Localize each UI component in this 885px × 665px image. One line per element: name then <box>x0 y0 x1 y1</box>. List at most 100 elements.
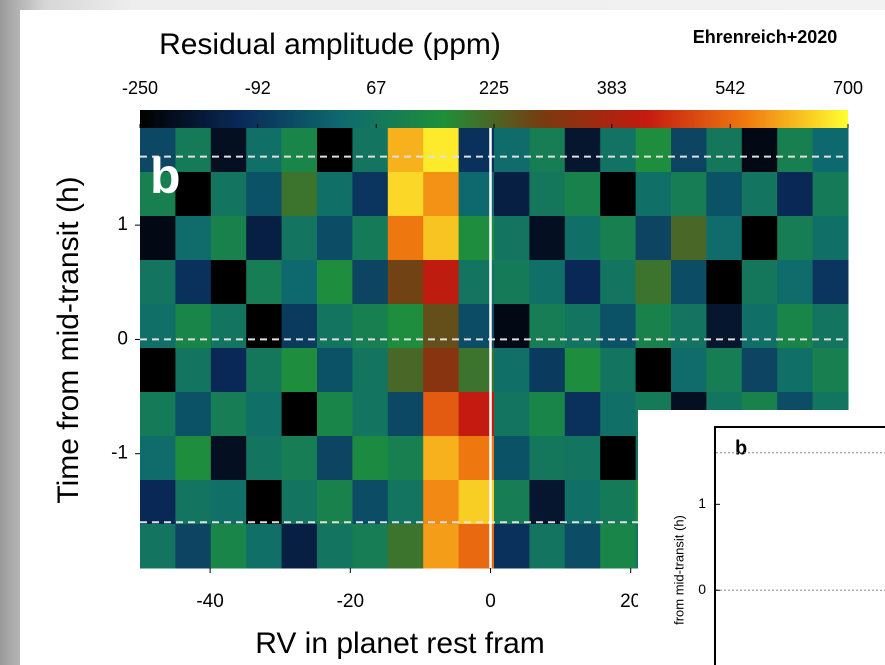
heatmap-cell <box>529 348 566 393</box>
heatmap-cell <box>635 128 672 173</box>
heatmap-cell <box>210 348 247 393</box>
x-tick-label: 0 <box>485 591 496 612</box>
heatmap-cell <box>140 128 176 173</box>
heatmap-cell <box>564 436 601 481</box>
heatmap-cell <box>564 348 601 393</box>
heatmap-cell <box>387 392 424 437</box>
heatmap-cell <box>600 480 637 525</box>
heatmap-cell <box>706 304 743 349</box>
heatmap-cell <box>387 480 424 525</box>
heatmap-cell <box>246 348 283 393</box>
heatmap-cell <box>175 304 212 349</box>
heatmap-cell <box>140 260 176 305</box>
heatmap-cell <box>494 172 530 217</box>
heatmap-cell <box>210 172 247 217</box>
heatmap-cell <box>458 260 495 305</box>
heatmap-cell <box>706 348 743 393</box>
inset-frame <box>714 426 885 665</box>
heatmap-cell <box>600 436 637 481</box>
x-tick-label: -20 <box>337 591 364 612</box>
heatmap-cell <box>600 260 637 305</box>
heatmap-cell <box>812 172 849 217</box>
heatmap-cell <box>777 304 814 349</box>
heatmap-cell <box>175 172 212 217</box>
heatmap-cell <box>812 128 849 173</box>
heatmap-cell <box>210 480 247 525</box>
heatmap-cell <box>564 216 601 261</box>
inset-panel-label: b <box>735 437 747 459</box>
heatmap-cell <box>387 216 424 261</box>
heatmap-cell <box>423 260 460 305</box>
heatmap-cell <box>352 128 389 173</box>
heatmap-cell <box>529 260 566 305</box>
heatmap-cell <box>281 524 318 569</box>
colorbar-tick-label: -92 <box>245 78 271 98</box>
heatmap-cell <box>387 128 424 173</box>
heatmap-cell <box>387 436 424 481</box>
heatmap-cell <box>246 524 283 569</box>
heatmap-cell <box>458 436 495 481</box>
heatmap-cell <box>494 480 530 525</box>
heatmap-cell <box>564 524 601 569</box>
heatmap-cell <box>635 304 672 349</box>
colorbar-title: Residual amplitude (ppm) <box>159 28 501 61</box>
heatmap-cell <box>317 480 353 525</box>
heatmap-cell <box>600 172 637 217</box>
heatmap-cell <box>671 172 707 217</box>
heatmap-cell <box>706 216 743 261</box>
heatmap-cell <box>352 304 389 349</box>
heatmap-cell <box>812 304 849 349</box>
heatmap-cell <box>635 172 672 217</box>
heatmap-cell <box>423 216 460 261</box>
heatmap-cell <box>281 392 318 437</box>
heatmap-cell <box>671 260 707 305</box>
heatmap-cell <box>529 216 566 261</box>
x-tick-label: 20 <box>620 591 641 612</box>
inset-y-tick-label: 0 <box>698 581 706 597</box>
heatmap-cell <box>210 260 247 305</box>
heatmap-cell <box>706 128 743 173</box>
heatmap-cell <box>387 260 424 305</box>
heatmap-cell <box>352 480 389 525</box>
heatmap-cell <box>210 304 247 349</box>
heatmap-cell <box>741 216 778 261</box>
heatmap-cell <box>600 392 637 437</box>
heatmap-cell <box>671 304 707 349</box>
heatmap-cell <box>423 348 460 393</box>
heatmap-cell <box>423 524 460 569</box>
heatmap-cell <box>564 480 601 525</box>
heatmap-cell <box>458 304 495 349</box>
y-tick-label: 1 <box>117 214 128 235</box>
heatmap-cell <box>600 216 637 261</box>
heatmap-cell <box>494 348 530 393</box>
heatmap-cell <box>175 348 212 393</box>
heatmap-cell <box>175 392 212 437</box>
heatmap-cell <box>564 260 601 305</box>
heatmap-cell <box>494 436 530 481</box>
heatmap-cell <box>281 260 318 305</box>
heatmap-cell <box>387 304 424 349</box>
colorbar-tick-label: 542 <box>715 78 745 98</box>
heatmap-cell <box>317 172 353 217</box>
colorbar-tick-label: 700 <box>833 78 863 98</box>
heatmap-cell <box>246 480 283 525</box>
heatmap-cell <box>635 348 672 393</box>
citation: Ehrenreich+2020 <box>693 27 838 47</box>
heatmap-cell <box>175 216 212 261</box>
heatmap-cell <box>494 524 530 569</box>
heatmap-cell <box>600 304 637 349</box>
heatmap-cell <box>458 524 495 569</box>
heatmap-cell <box>175 436 212 481</box>
heatmap-cell <box>210 128 247 173</box>
heatmap-cell <box>423 436 460 481</box>
heatmap-cell <box>352 436 389 481</box>
heatmap-cell <box>317 260 353 305</box>
heatmap-cell <box>529 304 566 349</box>
heatmap-cell <box>210 216 247 261</box>
heatmap-cell <box>812 260 849 305</box>
inset-y-tick-label: 1 <box>698 495 706 511</box>
heatmap-cell <box>175 128 212 173</box>
heatmap-cell <box>140 392 176 437</box>
heatmap-cell <box>175 524 212 569</box>
